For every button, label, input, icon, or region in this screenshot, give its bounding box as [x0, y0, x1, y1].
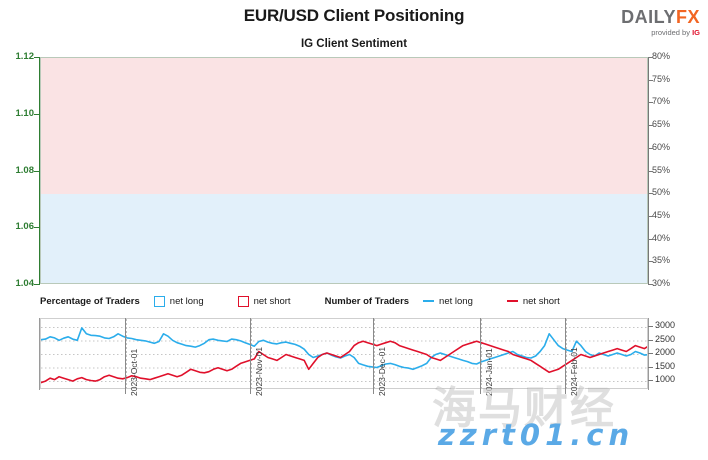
x-tick-label: 2024-Jan-01 — [484, 348, 494, 396]
main-ytick-right: 80% — [652, 51, 671, 61]
lower-ytick-right-mark — [648, 366, 653, 368]
main-ytick-left-mark — [34, 284, 39, 285]
legend-swatch-red-square — [237, 295, 249, 307]
main-ytick-left: 1.06 — [15, 221, 35, 233]
main-ytick-right-mark — [648, 79, 653, 81]
main-ytick-left: 1.10 — [15, 107, 35, 119]
lower-ytick-right: 1000 — [655, 374, 676, 384]
main-ytick-right: 75% — [652, 73, 671, 84]
lower-right-axis — [648, 318, 649, 390]
x-tick-mark — [125, 318, 126, 394]
main-ytick-right-mark — [648, 193, 653, 195]
main-left-axis — [39, 57, 40, 285]
main-ytick-left: 1.12 — [15, 51, 35, 62]
main-ytick-left: 1.08 — [15, 164, 35, 176]
main-ytick-right: 35% — [652, 255, 671, 266]
legend-label-num-net-long: net long — [439, 295, 473, 307]
main-ytick-right-mark — [648, 261, 653, 263]
legend-label-num-net-short: net short — [522, 295, 560, 307]
legend-item-pct-net-short[interactable]: net short — [237, 295, 291, 307]
lower-ytick-right: 1500 — [655, 360, 676, 371]
logo-tagline: provided by — [651, 28, 690, 37]
page-title: EUR/USD Client Positioning — [243, 6, 465, 25]
logo-ig-text: IG — [692, 28, 700, 37]
main-chart-plot — [40, 57, 648, 284]
legend-swatch-blue-square — [153, 295, 165, 307]
main-ytick-right: 30% — [652, 278, 671, 288]
lower-ytick-right: 2500 — [655, 333, 676, 344]
main-ytick-left: 1.04 — [15, 278, 35, 289]
x-tick-label: 2024-Feb-01 — [569, 347, 579, 396]
dailyfx-logo: DAILYFX provided by IG — [621, 8, 700, 37]
legend-label-pct-net-long: net long — [169, 295, 204, 307]
main-ytick-right: 50% — [652, 187, 671, 198]
main-ytick-left-mark — [34, 170, 39, 172]
lower-ytick-right-mark — [648, 339, 653, 341]
chart-legend: Percentage of Traders net long net short… — [40, 293, 660, 309]
legend-item-num-net-long[interactable]: net long — [423, 296, 473, 307]
x-tick-label: 2023-Dec-01 — [377, 346, 387, 396]
main-ytick-right: 45% — [652, 209, 671, 220]
x-tick-label: 2023-Nov-01 — [254, 346, 264, 396]
lower-ytick-right-mark — [648, 380, 653, 381]
main-ytick-right: 40% — [652, 232, 671, 243]
x-tick-mark — [373, 318, 374, 394]
net-long-band — [41, 194, 647, 283]
logo-daily-text: DAILY — [621, 7, 676, 27]
main-ytick-right-mark — [648, 57, 653, 58]
main-ytick-right-mark — [648, 170, 653, 172]
lower-left-axis — [39, 318, 40, 390]
x-tick-mark — [565, 318, 566, 394]
main-ytick-left-mark — [34, 227, 39, 229]
main-ytick-right-mark — [648, 147, 653, 149]
legend-item-pct-net-long[interactable]: net long — [153, 295, 204, 307]
traders-count-svg — [41, 319, 647, 388]
logo-fx-text: FX — [675, 7, 700, 27]
lower-ytick-right: 2000 — [655, 347, 676, 357]
main-ytick-right-mark — [648, 102, 653, 104]
x-tick-mark — [480, 318, 481, 394]
legend-item-num-net-short[interactable]: net short — [506, 295, 560, 307]
x-tick-label: 2023-Oct-01 — [129, 348, 139, 396]
legend-group-percentage-label: Percentage of Traders — [40, 295, 140, 307]
watermark-url: zzrt01.cn — [438, 418, 635, 452]
x-tick-mark — [250, 318, 251, 394]
lower-ytick-right-mark — [648, 326, 653, 327]
legend-swatch-red-line — [506, 300, 518, 302]
main-ytick-right-mark — [648, 215, 653, 217]
main-ytick-left-mark — [34, 57, 39, 58]
main-ytick-left-mark — [34, 113, 39, 115]
main-ytick-right: 60% — [652, 141, 671, 152]
main-ytick-right-mark — [648, 238, 653, 240]
legend-label-pct-net-short: net short — [253, 295, 291, 307]
main-ytick-right: 55% — [652, 164, 671, 175]
main-ytick-right: 70% — [652, 96, 671, 107]
main-ytick-right: 65% — [652, 119, 671, 130]
chart-subtitle: IG Client Sentiment — [300, 38, 408, 50]
traders-count-plot — [40, 318, 648, 389]
net-short-band — [41, 58, 647, 194]
main-ytick-right-mark — [648, 284, 653, 285]
lower-ytick-right: 3000 — [655, 320, 676, 330]
legend-swatch-blue-line — [423, 300, 435, 302]
main-ytick-right-mark — [648, 125, 653, 127]
legend-group-number-label: Number of Traders — [324, 295, 410, 307]
lower-ytick-right-mark — [648, 353, 653, 354]
